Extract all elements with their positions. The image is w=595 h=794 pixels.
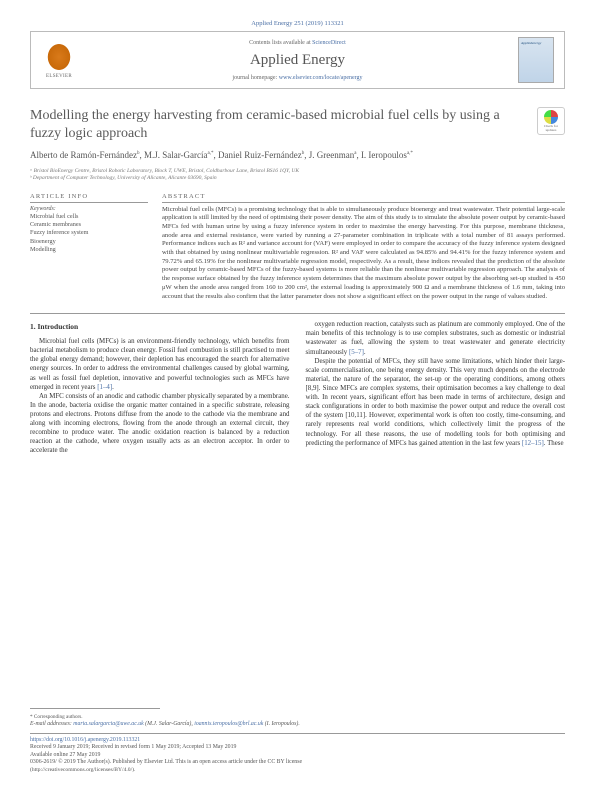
homepage-prefix: journal homepage:	[232, 75, 278, 81]
affiliations: ᵃ Bristol BioEnergy Centre, Bristol Robo…	[30, 168, 565, 183]
cover-label: Appliedenergy	[521, 41, 541, 45]
keyword-item: Microbial fuel cells	[30, 213, 148, 221]
email-link-2[interactable]: ioannis.ieropoulos@brl.ac.uk	[194, 721, 263, 727]
article-title: Modelling the energy harvesting from cer…	[30, 107, 527, 142]
journal-cover-thumbnail: Appliedenergy	[518, 37, 554, 83]
body-paragraph: Microbial fuel cells (MFCs) is an enviro…	[30, 337, 290, 392]
body-two-column: 1. Introduction Microbial fuel cells (MF…	[30, 320, 565, 455]
email-name-1: (M.J. Salar-García),	[144, 721, 195, 727]
keywords-list: Microbial fuel cells Ceramic membranes F…	[30, 213, 148, 255]
section-title: Introduction	[38, 322, 79, 331]
doi-link[interactable]: https://doi.org/10.1016/j.apenergy.2019.…	[30, 737, 140, 743]
email-label: E-mail addresses:	[30, 721, 73, 727]
authors-list: Alberto de Ramón-Fernándezb, M.J. Salar-…	[30, 150, 565, 162]
section-divider	[30, 313, 565, 314]
publisher-name: ELSEVIER	[46, 74, 72, 79]
elsevier-tree-icon	[46, 42, 72, 72]
abstract-section: ARTICLE INFO Keywords: Microbial fuel ce…	[30, 193, 565, 302]
affiliation-b: ᵇ Department of Computer Technology, Uni…	[30, 175, 565, 182]
keyword-item: Bioenergy	[30, 238, 148, 246]
journal-name: Applied Energy	[77, 52, 518, 69]
abstract-column: ABSTRACT Microbial fuel cells (MFCs) is …	[162, 193, 565, 302]
contents-line: Contents lists available at ScienceDirec…	[77, 40, 518, 46]
footer-block: * Corresponding authors. E-mail addresse…	[30, 708, 565, 774]
keywords-column: ARTICLE INFO Keywords: Microbial fuel ce…	[30, 193, 148, 302]
keywords-label: Keywords:	[30, 206, 148, 212]
dates-line: Received 9 January 2019; Received in rev…	[30, 744, 565, 752]
corresponding-divider	[30, 708, 160, 712]
journal-banner: ELSEVIER Contents lists available at Sci…	[30, 31, 565, 89]
updates-circle-icon	[544, 110, 558, 124]
keyword-item: Fuzzy inference system	[30, 229, 148, 237]
doi-line: https://doi.org/10.1016/j.apenergy.2019.…	[30, 733, 565, 745]
section-number: 1.	[30, 322, 36, 331]
abstract-heading: ABSTRACT	[162, 193, 565, 203]
updates-line2: updates	[546, 128, 557, 132]
check-updates-badge[interactable]: Check for updates	[537, 107, 565, 135]
homepage-link[interactable]: www.elsevier.com/locate/apenergy	[279, 75, 363, 81]
email-link-1[interactable]: maria.salargarcia@uwe.ac.uk	[73, 721, 143, 727]
email-line: E-mail addresses: maria.salargarcia@uwe.…	[30, 721, 565, 729]
banner-center: Contents lists available at ScienceDirec…	[77, 40, 518, 81]
sciencedirect-link[interactable]: ScienceDirect	[312, 40, 346, 46]
citation-header: Applied Energy 251 (2019) 113321	[30, 20, 565, 27]
email-name-2: (I. Ieropoulos).	[263, 721, 300, 727]
elsevier-logo: ELSEVIER	[41, 38, 77, 82]
affiliation-a: ᵃ Bristol BioEnergy Centre, Bristol Robo…	[30, 168, 565, 175]
body-paragraph: An MFC consists of an anodic and cathodi…	[30, 392, 290, 456]
title-row: Modelling the energy harvesting from cer…	[30, 107, 565, 142]
contents-prefix: Contents lists available at	[249, 40, 312, 46]
keyword-item: Ceramic membranes	[30, 221, 148, 229]
homepage-line: journal homepage: www.elsevier.com/locat…	[77, 75, 518, 81]
section-heading: 1. Introduction	[30, 322, 290, 332]
abstract-text: Microbial fuel cells (MFCs) is a promisi…	[162, 206, 565, 302]
updates-text: Check for updates	[544, 125, 558, 133]
body-paragraph: oxygen reduction reaction, catalysts suc…	[306, 320, 566, 356]
body-paragraph: Despite the potential of MFCs, they stil…	[306, 357, 566, 448]
copyright-line: 0306-2619/ © 2019 The Author(s). Publish…	[30, 759, 565, 767]
article-info-heading: ARTICLE INFO	[30, 193, 148, 203]
license-line: (http://creativecommons.org/licenses/BY/…	[30, 767, 565, 774]
keyword-item: Modelling	[30, 246, 148, 254]
